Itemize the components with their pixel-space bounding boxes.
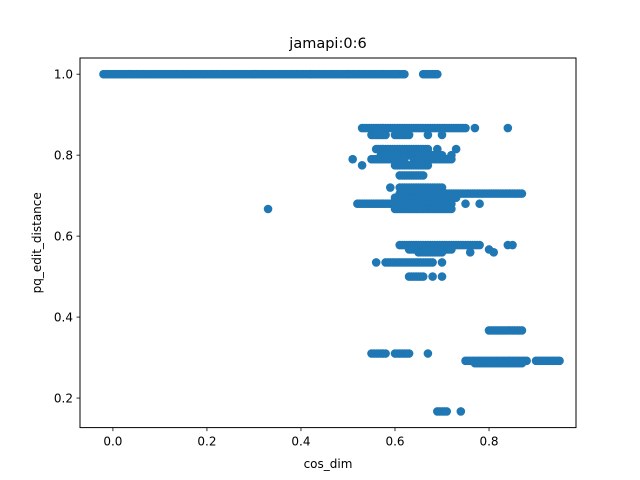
scatter-point [428,272,437,281]
scatter-point [423,160,433,170]
scatter-point [447,154,456,164]
scatter-point [400,69,409,79]
scatter-point [348,154,357,164]
scatter-point [423,130,433,140]
scatter-point [423,349,433,358]
scatter-point [263,204,273,214]
scatter-point [451,144,461,154]
scatter-point [508,240,517,250]
chart-title: jamapi:0:6 [288,36,366,52]
scatter-point [475,199,484,209]
scatter-point [343,69,353,79]
plot-frame [79,57,577,429]
scatter-point [404,130,414,140]
scatter-point [385,183,395,192]
scatter-point [461,199,470,209]
scatter-point [404,349,414,358]
x-tick-label: 0.2 [197,435,216,449]
scatter-point [357,160,367,170]
scatter-point [517,189,527,198]
x-tick-label: 0.4 [291,435,310,449]
y-axis-label: pq_edit_distance [30,192,44,293]
y-tick-label: 1.0 [54,67,73,81]
x-axis-label: cos_dim [304,457,353,471]
x-tick-label: 0.6 [385,435,404,449]
y-axis-ticks: 0.2 0.4 0.6 0.8 1.0 [54,67,80,405]
scatter-point [555,356,564,366]
x-tick-label: 0.8 [479,435,498,449]
scatter-point [249,69,259,79]
y-tick-label: 0.8 [54,148,73,162]
scatter-point [489,248,499,257]
scatter-point [433,69,442,79]
scatter-point [428,258,437,267]
scatter-point [451,193,461,202]
scatter-point [418,272,428,281]
scatter-point [447,245,456,254]
scatter-point [371,258,381,267]
scatter-point [475,240,484,250]
scatter-point [503,123,513,133]
scatter-point [517,326,527,335]
y-tick-label: 0.2 [54,391,73,405]
scatter-point [442,407,452,416]
x-tick-label: 0.0 [103,435,122,449]
scatter-point [437,248,447,257]
scatter-point [461,123,470,133]
scatter-point [381,349,390,358]
scatter-point [381,130,390,140]
x-axis-ticks: 0.0 0.2 0.4 0.6 0.8 [103,427,499,449]
scatter-point [456,407,466,416]
scatter-point [517,358,527,368]
scatter-point [470,123,480,133]
scatter-point [437,258,447,267]
scatter-point [418,171,428,180]
y-tick-label: 0.4 [54,310,73,324]
scatter-point [437,130,447,140]
scatter-point [437,272,447,281]
scatter-point [390,69,400,79]
scatter-points [99,69,564,416]
y-tick-label: 0.6 [54,229,73,243]
scatter-point [465,248,475,257]
scatter-point [447,204,456,214]
